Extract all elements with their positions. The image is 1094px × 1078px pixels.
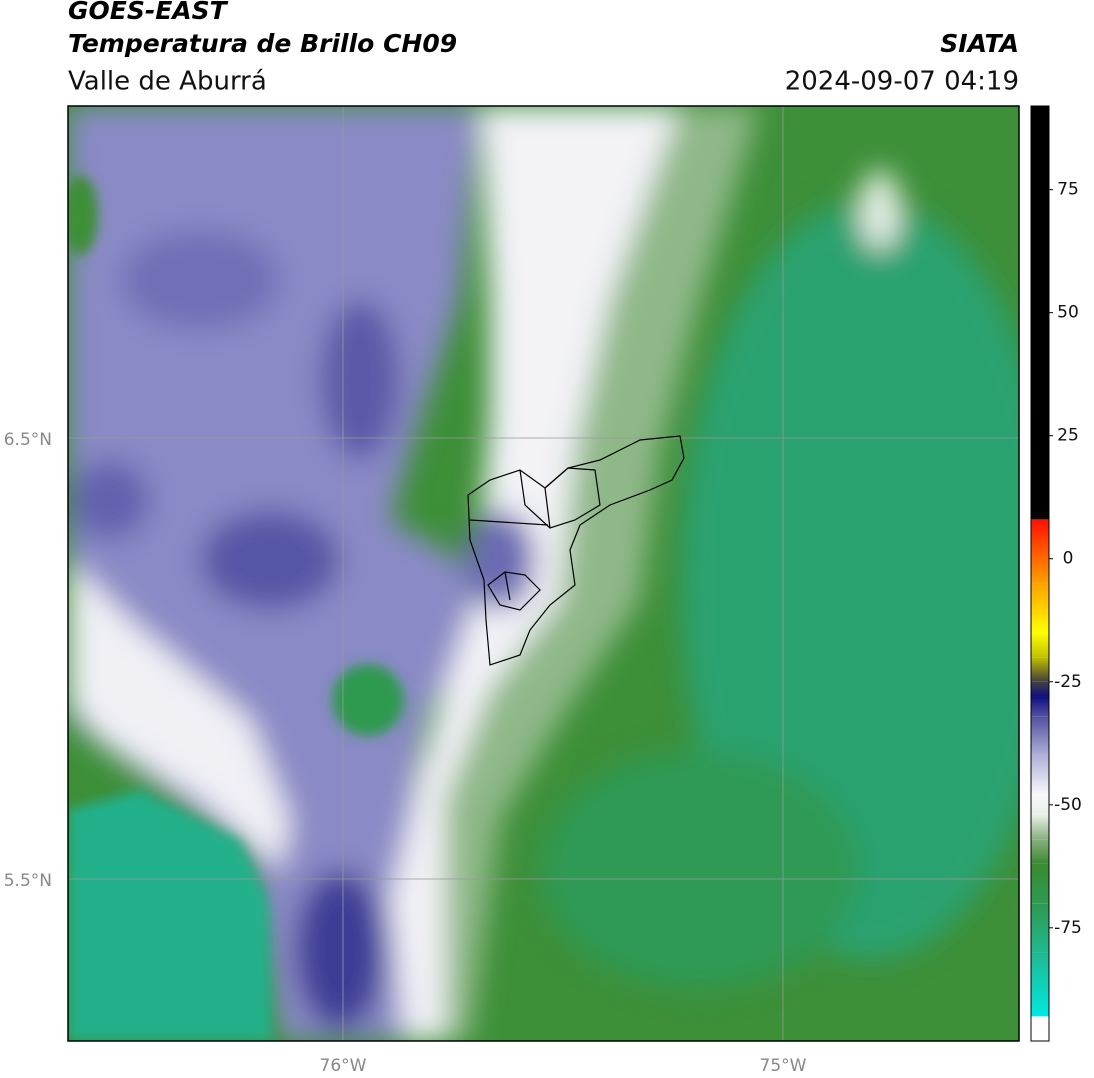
region: Valle de Aburrá	[68, 67, 267, 97]
subtitle: Temperatura de Brillo CH09	[68, 29, 457, 58]
colorbar-segment	[1031, 755, 1049, 795]
title: GOES-EAST	[68, 0, 229, 25]
colorbar-segment	[1031, 814, 1049, 840]
colorbar-tick-label: -25	[1054, 672, 1082, 692]
colorbar-segment	[1031, 952, 1049, 1017]
colorbar-tick-label: 75	[1057, 180, 1079, 200]
colorbar-segment	[1031, 681, 1049, 697]
colorbar-segment	[1031, 1016, 1049, 1041]
colorbar-segment	[1031, 583, 1049, 633]
map-frame	[67, 105, 1020, 1042]
colorbar-segment	[1031, 794, 1049, 815]
colorbar-frame	[1030, 105, 1050, 1042]
colorbar-segment	[1031, 519, 1049, 584]
colorbar-tick-label: 25	[1057, 426, 1079, 446]
lon-label: 76°W	[320, 1056, 367, 1076]
satellite-image	[68, 106, 1019, 1041]
colorbar-segment	[1031, 839, 1049, 864]
colorbar-tick-label: -75	[1054, 918, 1082, 938]
colorbar: 75 50 25 0 -25 -50 -75	[1030, 105, 1082, 1042]
colorbar-tick-label: 50	[1057, 303, 1079, 323]
lat-label: 6.5°N	[4, 430, 52, 450]
colorbar-segment	[1031, 696, 1049, 717]
colorbar-tick-label: 0	[1063, 549, 1074, 569]
source: SIATA	[940, 29, 1019, 58]
colorbar-segment	[1031, 106, 1049, 520]
lat-label: 5.5°N	[4, 871, 52, 891]
colorbar-segment	[1031, 632, 1049, 658]
colorbar-segment	[1031, 657, 1049, 682]
lon-label: 75°W	[760, 1056, 807, 1076]
colorbar-segment	[1031, 863, 1049, 904]
colorbar-tick-label: -50	[1054, 795, 1082, 815]
colorbar-segment	[1031, 716, 1049, 756]
colorbar-segment	[1031, 903, 1049, 953]
timestamp: 2024-09-07 04:19	[785, 67, 1019, 97]
